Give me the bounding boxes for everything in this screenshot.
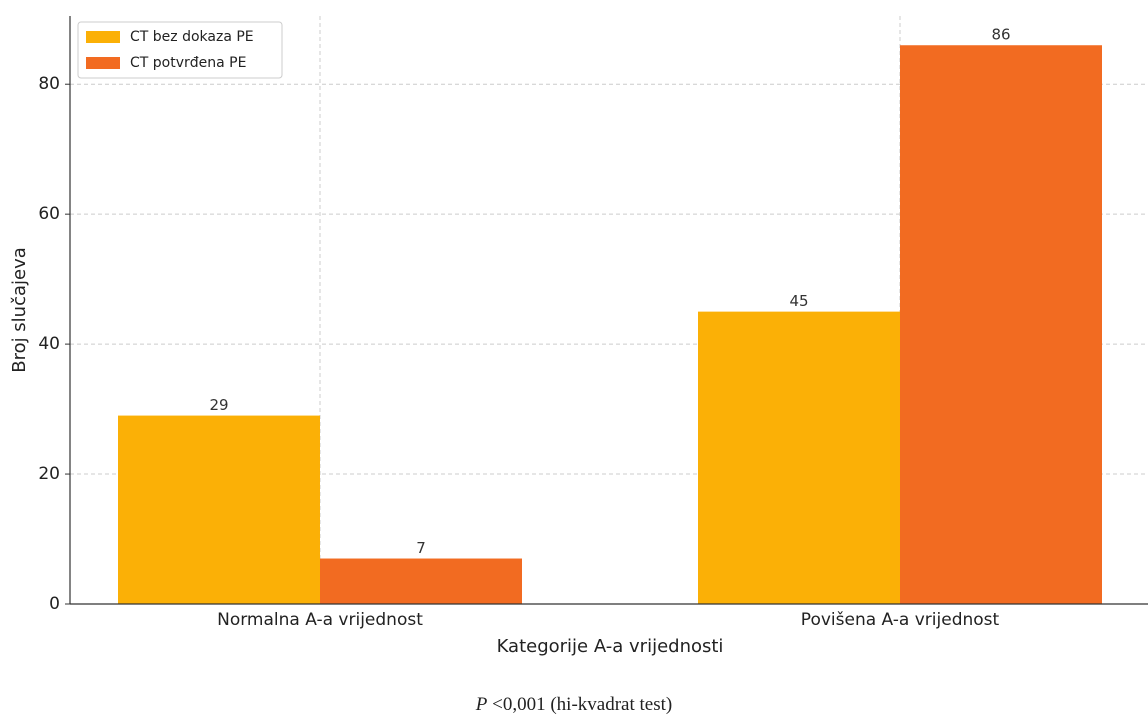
bar	[900, 45, 1102, 605]
y-axis-label: Broj slučajeva	[9, 247, 30, 373]
legend-box	[77, 21, 283, 79]
footnote-variable: P	[475, 694, 488, 715]
y-tick-label: 40	[38, 334, 60, 354]
legend-swatch	[86, 31, 120, 43]
bar	[698, 311, 900, 604]
footnote: P <0,001 (hi-kvadrat test)	[475, 694, 672, 715]
x-tick-label: Normalna A-a vrijednost	[217, 610, 423, 630]
bar	[118, 415, 320, 604]
value-label: 29	[209, 396, 228, 414]
value-label: 45	[789, 292, 808, 310]
x-tick-label: Povišena A-a vrijednost	[801, 610, 1000, 630]
footnote-text: <0,001 (hi-kvadrat test)	[492, 694, 672, 715]
legend-label: CT potvrđena PE	[130, 55, 246, 71]
legend-swatch	[86, 57, 120, 69]
y-tick-label: 80	[38, 74, 60, 94]
legend-label: CT bez dokaza PE	[130, 29, 254, 45]
value-label: 86	[991, 26, 1010, 44]
y-tick-label: 0	[49, 594, 60, 614]
bar	[320, 558, 522, 604]
y-tick-label: 60	[38, 204, 60, 224]
legend: CT bez dokaza PE CT potvrđena PE	[77, 21, 283, 79]
bars: 29 45 7 86	[118, 26, 1102, 605]
value-label: 7	[416, 539, 426, 557]
y-tick-label: 20	[38, 464, 60, 484]
x-axis-label: Kategorije A-a vrijednosti	[497, 636, 724, 657]
